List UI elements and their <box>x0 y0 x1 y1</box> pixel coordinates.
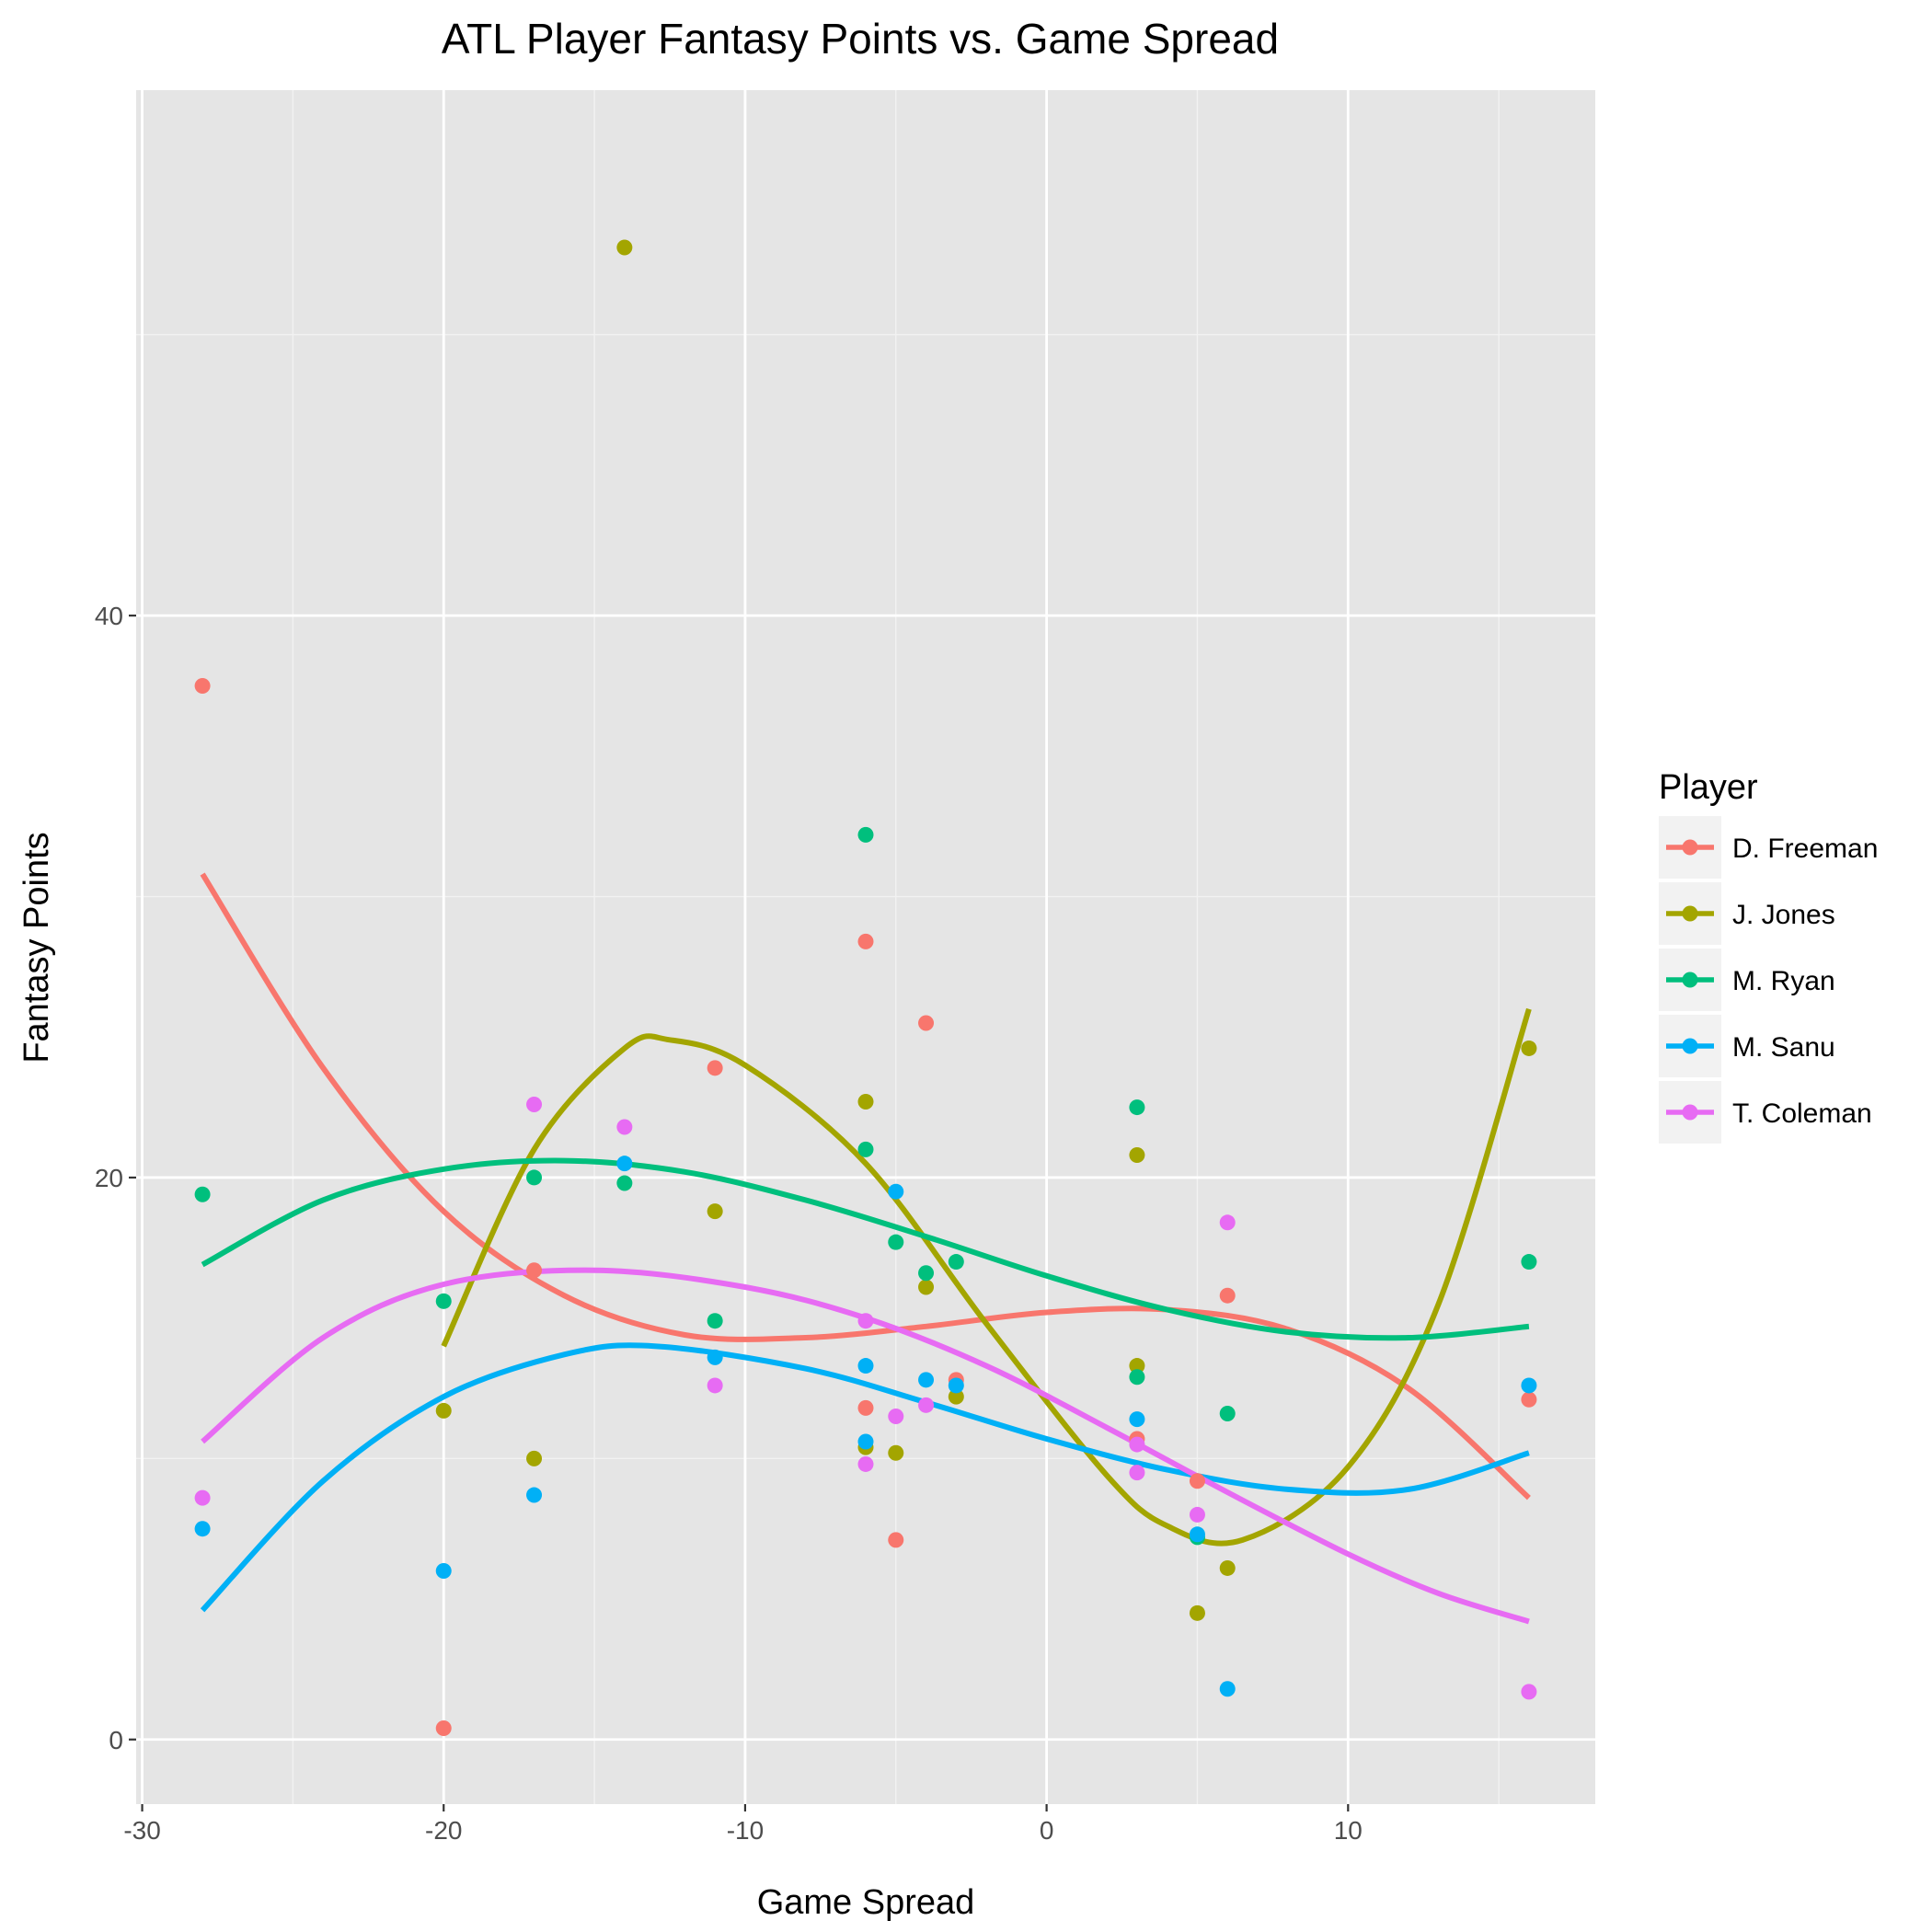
point-t-coleman <box>1521 1684 1537 1700</box>
point-j-jones <box>948 1388 964 1405</box>
point-m-ryan <box>1219 1405 1236 1421</box>
point-m-sanu <box>888 1183 904 1200</box>
point-t-coleman <box>194 1489 211 1506</box>
point-m-ryan <box>526 1169 543 1186</box>
point-m-sanu <box>857 1358 874 1374</box>
point-j-jones <box>1219 1559 1236 1576</box>
point-m-ryan <box>1521 1254 1537 1271</box>
legend-key-point-m-ryan <box>1682 972 1698 988</box>
point-j-jones <box>888 1444 904 1461</box>
trend-line-d-freeman <box>200 872 1531 1501</box>
point-m-sanu <box>526 1487 543 1503</box>
point-t-coleman <box>1219 1214 1236 1231</box>
point-m-ryan <box>1129 1099 1145 1116</box>
point-d-freeman <box>435 1720 452 1737</box>
point-d-freeman <box>918 1015 935 1031</box>
point-j-jones <box>707 1203 723 1220</box>
x-tick-label: -20 <box>425 1816 462 1845</box>
major-gridlines <box>136 90 1595 1804</box>
point-j-jones <box>1129 1147 1145 1164</box>
legend-title: Player <box>1659 768 1758 807</box>
point-m-ryan <box>888 1234 904 1250</box>
point-m-sanu <box>707 1349 723 1365</box>
point-m-sanu <box>1521 1377 1537 1394</box>
trend-line-m-ryan <box>201 1157 1530 1341</box>
y-axis-title: Fantasy Points <box>17 832 56 1063</box>
point-m-sanu <box>918 1372 935 1388</box>
y-axis-ticks: 0 20 40 <box>95 602 136 1754</box>
point-m-ryan <box>918 1265 935 1282</box>
point-m-ryan <box>194 1186 211 1202</box>
point-t-coleman <box>857 1455 874 1472</box>
y-tick-label: 20 <box>95 1164 123 1192</box>
point-m-ryan <box>435 1293 452 1309</box>
point-t-coleman <box>857 1313 874 1329</box>
point-j-jones <box>1129 1358 1145 1374</box>
x-axis-ticks: -30 -20 -10 0 10 <box>123 1804 1363 1845</box>
point-d-freeman <box>857 1399 874 1416</box>
point-m-sanu <box>1129 1411 1145 1428</box>
x-tick-label: -10 <box>727 1816 764 1845</box>
point-d-freeman <box>194 677 211 694</box>
point-j-jones <box>1189 1604 1205 1621</box>
y-tick-label: 40 <box>95 602 123 630</box>
point-t-coleman <box>526 1097 543 1113</box>
legend: Player D. Freeman J. Jones M. Ryan M. Sanu T… <box>1659 768 1878 1144</box>
point-m-sanu <box>1189 1526 1205 1543</box>
point-d-freeman <box>1189 1473 1205 1489</box>
legend-label-t-coleman: T. Coleman <box>1732 1098 1872 1129</box>
legend-label-d-freeman: D. Freeman <box>1732 834 1878 864</box>
point-m-sanu <box>435 1563 452 1580</box>
point-j-jones <box>435 1402 452 1419</box>
point-m-sanu <box>948 1377 964 1394</box>
point-j-jones <box>1521 1040 1537 1056</box>
point-j-jones <box>857 1093 874 1110</box>
legend-key-point-j-jones <box>1682 905 1698 922</box>
point-j-jones <box>616 239 633 256</box>
trend-curves <box>200 872 1532 1625</box>
legend-key-point-t-coleman <box>1682 1104 1698 1121</box>
trend-line-t-coleman <box>201 1267 1530 1625</box>
x-tick-label: 10 <box>1334 1816 1363 1845</box>
point-m-sanu <box>857 1433 874 1450</box>
point-t-coleman <box>1129 1465 1145 1481</box>
point-m-sanu <box>1219 1681 1236 1697</box>
point-t-coleman <box>616 1119 633 1135</box>
legend-key-point-m-sanu <box>1682 1038 1698 1054</box>
trend-line-m-sanu <box>200 1342 1530 1613</box>
legend-label-m-ryan: M. Ryan <box>1732 966 1835 996</box>
point-d-freeman <box>526 1262 543 1279</box>
point-d-freeman <box>707 1060 723 1076</box>
chart-title: ATL Player Fantasy Points vs. Game Sprea… <box>442 15 1279 63</box>
point-m-ryan <box>707 1313 723 1329</box>
point-d-freeman <box>857 933 874 949</box>
point-m-ryan <box>857 826 874 843</box>
x-tick-label: -30 <box>123 1816 160 1845</box>
point-m-ryan <box>1129 1369 1145 1386</box>
point-d-freeman <box>888 1532 904 1548</box>
legend-label-m-sanu: M. Sanu <box>1732 1032 1835 1063</box>
x-axis-title: Game Spread <box>757 1883 975 1922</box>
point-t-coleman <box>707 1377 723 1394</box>
trend-line-j-jones <box>441 1007 1532 1547</box>
point-d-freeman <box>1521 1391 1537 1408</box>
legend-key-point-d-freeman <box>1682 839 1698 856</box>
point-m-ryan <box>948 1254 964 1271</box>
point-m-sanu <box>616 1156 633 1172</box>
point-t-coleman <box>1129 1436 1145 1453</box>
point-m-sanu <box>194 1521 211 1537</box>
point-t-coleman <box>888 1409 904 1425</box>
legend-label-j-jones: J. Jones <box>1732 900 1835 930</box>
point-t-coleman <box>918 1397 935 1413</box>
data-points <box>194 239 1537 1737</box>
point-m-ryan <box>857 1141 874 1157</box>
point-j-jones <box>526 1450 543 1466</box>
point-m-ryan <box>616 1175 633 1191</box>
x-tick-label: 0 <box>1040 1816 1054 1845</box>
y-tick-label: 0 <box>109 1726 123 1754</box>
point-t-coleman <box>1189 1506 1205 1523</box>
point-d-freeman <box>1219 1287 1236 1304</box>
point-j-jones <box>918 1279 935 1295</box>
